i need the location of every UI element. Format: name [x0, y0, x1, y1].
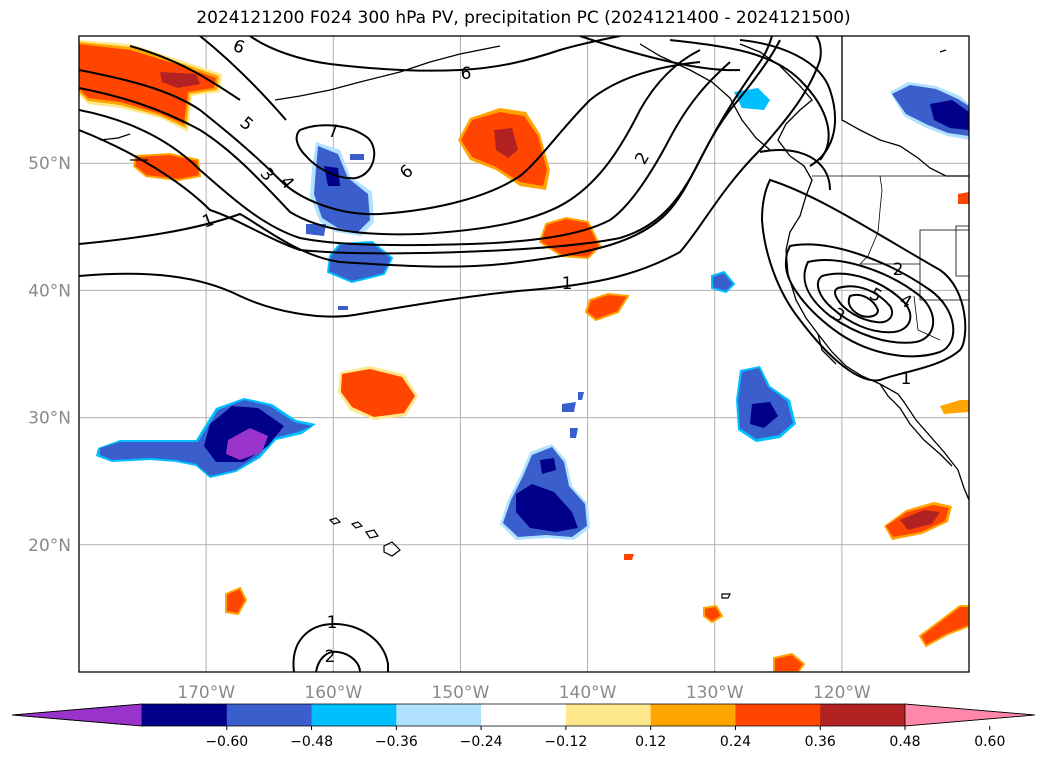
precip-positive-region [918, 605, 969, 648]
precip-negative-region [226, 428, 268, 460]
precip-positive-region [132, 152, 202, 182]
colorbar-tick-label: 0.60 [974, 734, 1005, 750]
precip-negative-region [324, 166, 340, 186]
precip-negative-region [930, 100, 969, 130]
colorbar-segment [311, 704, 397, 726]
precip-negative-region [570, 428, 578, 438]
latitude-tick-label: 40°N [28, 281, 71, 301]
longitude-tick-label: 120°W [813, 683, 871, 703]
colorbar-tick-label: 0.48 [889, 734, 920, 750]
contour-label: 1 [901, 369, 912, 389]
precip-positive-region [341, 369, 415, 417]
contour-label: 1 [327, 613, 338, 633]
precip-negative-region [540, 458, 556, 474]
colorbar-segment [226, 704, 313, 726]
colorbar-segment [481, 704, 567, 726]
pv-contours [79, 36, 967, 672]
precip-positive-region [958, 192, 969, 204]
colorbar-segment [396, 704, 482, 726]
colorbar-tick-label: −0.12 [544, 734, 587, 750]
contour-label: 6 [461, 64, 472, 84]
precip-positive-region [773, 652, 806, 672]
contour-label: 2 [325, 647, 336, 667]
precip-positive-region [160, 72, 200, 88]
colorbar-segment [142, 704, 228, 726]
colorbar-tick-label: 0.12 [635, 734, 666, 750]
colorbar-extend-low [11, 703, 143, 727]
colorbar-tick-label: −0.24 [460, 734, 503, 750]
precip-positive-region [494, 128, 518, 158]
longitude-tick-label: 150°W [432, 683, 490, 703]
colorbar-extend-high [904, 703, 1036, 727]
latitude-tick-label: 50°N [28, 154, 71, 174]
colorbar-tick-label: −0.36 [375, 734, 418, 750]
colorbar-tick-label: 0.24 [720, 734, 751, 750]
precip-positive-region [900, 510, 940, 530]
precip-positive-region [940, 400, 969, 414]
precip-positive-region [538, 216, 602, 260]
contour-label: 1 [562, 274, 573, 294]
precip-negative-region [562, 402, 576, 412]
contour-label: 7 [328, 122, 339, 142]
precip-negative-region [306, 224, 326, 236]
colorbar-tick-label: −0.60 [205, 734, 248, 750]
latitude-tick-label: 20°N [28, 536, 71, 556]
precip-shading [79, 40, 969, 672]
precip-negative-region [350, 154, 364, 160]
longitude-tick-label: 130°W [686, 683, 744, 703]
islands [328, 517, 731, 599]
colorbar-segment [735, 704, 821, 726]
precip-positive-region [584, 292, 630, 322]
colorbar-segment [820, 704, 906, 726]
longitude-tick-label: 160°W [304, 683, 362, 703]
precip-positive-region [79, 44, 216, 124]
precip-negative-region [516, 484, 578, 532]
precip-positive-region [225, 586, 248, 616]
colorbar-outline [11, 703, 1036, 727]
coastlines [99, 36, 969, 501]
precip-negative-region [578, 392, 584, 400]
precip-positive-region [624, 554, 634, 560]
latitude-tick-label: 30°N [28, 409, 71, 429]
map-frame [78, 35, 970, 673]
precip-negative-region [711, 270, 736, 294]
colorbar-tick-label: 0.36 [805, 734, 836, 750]
longitude-labels: 170°W 160°W 150°W 140°W 130°W 120°W [177, 683, 871, 703]
longitude-tick-label: 170°W [177, 683, 235, 703]
colorbar-segment [650, 704, 736, 726]
latitude-labels: 50°N 40°N 30°N 20°N [28, 154, 71, 556]
colorbar-tick-label: −0.48 [290, 734, 333, 750]
contour-label: 2 [893, 260, 904, 280]
figure-title: 2024121200 F024 300 hPa PV, precipitatio… [196, 8, 851, 28]
longitude-tick-label: 140°W [559, 683, 617, 703]
precip-negative-region [750, 402, 778, 428]
colorbar: −0.60 −0.48 −0.36 −0.24 −0.12 0.12 0.24 0.36 0.4… [11, 703, 1036, 750]
colorbar-segment [565, 704, 652, 726]
precip-negative-region [338, 306, 348, 310]
precip-positive-region [703, 604, 724, 624]
